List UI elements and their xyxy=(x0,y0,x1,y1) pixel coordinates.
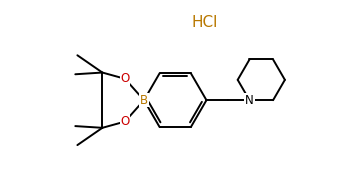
Text: N: N xyxy=(245,94,254,107)
Text: O: O xyxy=(120,72,129,85)
Text: B: B xyxy=(140,94,148,107)
Text: O: O xyxy=(120,115,129,128)
Text: HCl: HCl xyxy=(192,15,218,30)
